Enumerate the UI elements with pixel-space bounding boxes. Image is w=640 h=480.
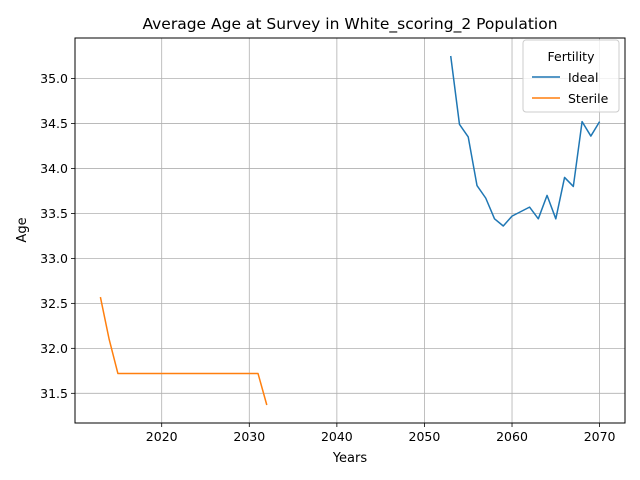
y-tick-label: 34.5 (40, 116, 68, 131)
y-tick-label: 31.5 (40, 386, 68, 401)
legend-label-sterile: Sterile (568, 91, 609, 106)
plot-area-frame (74, 37, 626, 424)
x-tick-label: 2050 (409, 429, 441, 444)
x-tick-label: 2060 (496, 429, 528, 444)
legend: Fertility Ideal Sterile (522, 39, 620, 113)
x-tick-label: 2070 (584, 429, 616, 444)
x-axis-title: Years (332, 451, 368, 466)
axis-ticks: 2020 2030 2040 2050 2060 2070 31.5 32.0 32.5 33.0… (40, 71, 615, 444)
y-tick-label: 33.5 (40, 206, 68, 221)
y-tick-label: 35.0 (40, 71, 68, 86)
y-tick-label: 33.0 (40, 251, 68, 266)
y-tick-label: 32.0 (40, 341, 68, 356)
chart-title: Average Age at Survey in White_scoring_2… (142, 15, 557, 34)
y-axis-title: Age (15, 217, 30, 242)
x-tick-label: 2020 (146, 429, 178, 444)
legend-label-ideal: Ideal (568, 70, 598, 85)
y-tick-label: 34.0 (40, 161, 68, 176)
series-line-ideal (449, 55, 601, 227)
legend-title: Fertility (548, 49, 596, 64)
series-line-sterile (99, 296, 268, 406)
y-tick-label: 32.5 (40, 296, 68, 311)
x-tick-label: 2030 (233, 429, 265, 444)
x-tick-label: 2040 (321, 429, 353, 444)
legend-box (522, 39, 620, 113)
series-lines (99, 55, 601, 406)
